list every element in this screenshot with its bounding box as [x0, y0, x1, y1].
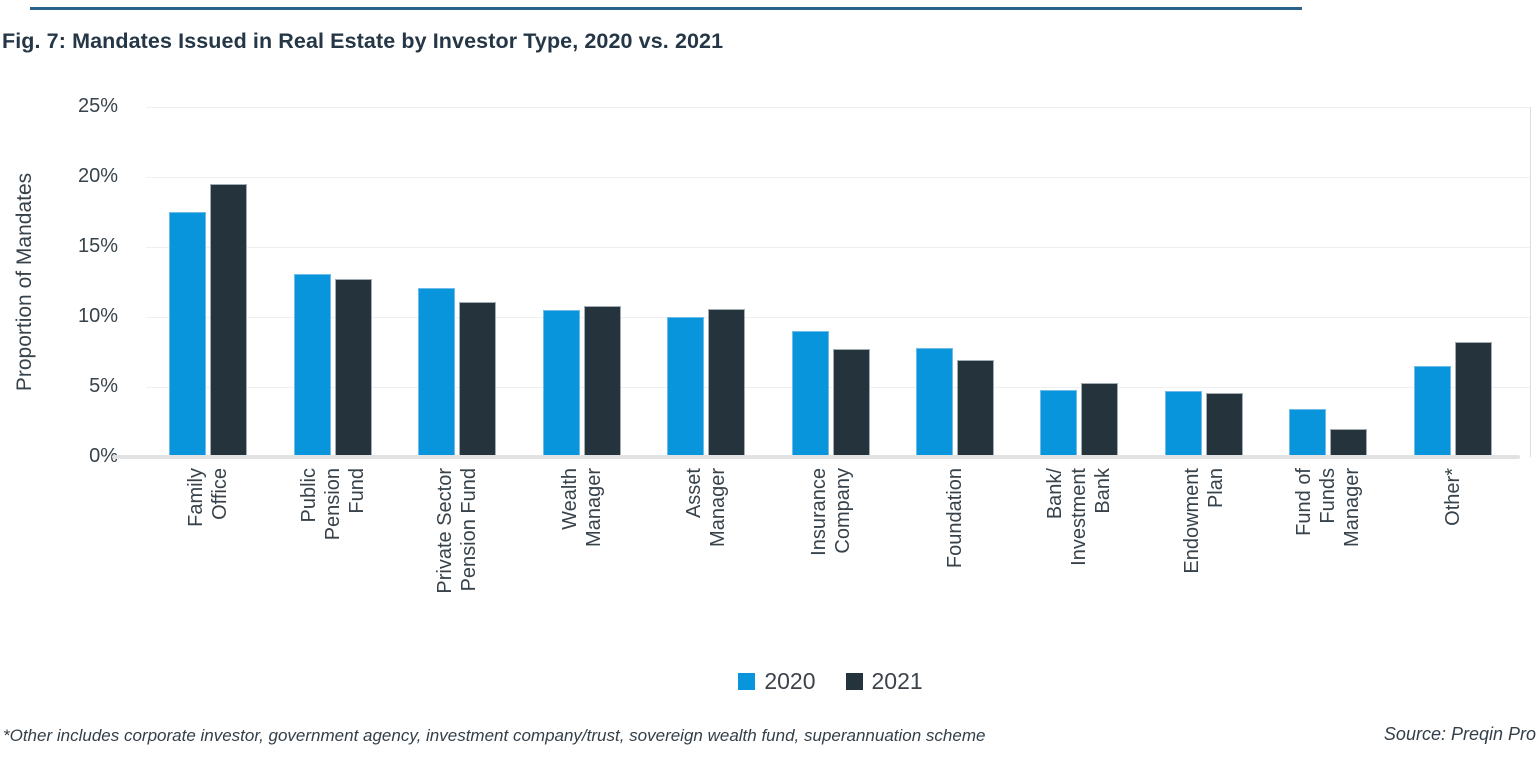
- legend-swatch-icon: [738, 672, 756, 690]
- x-category-label: Other*: [1441, 468, 1464, 526]
- x-category-label: Bank/ Investment Bank: [1044, 468, 1115, 566]
- legend-swatch-icon: [845, 672, 863, 690]
- bar-2020-public-pension-fund: [293, 273, 331, 457]
- footnote: *Other includes corporate investor, gove…: [3, 726, 986, 745]
- bar-2021-other-: [1454, 342, 1492, 457]
- x-category-label: Insurance Company: [807, 468, 854, 556]
- gridline: [146, 317, 1531, 318]
- bar-2020-foundation: [915, 347, 953, 457]
- y-tick-label: 5%: [89, 375, 118, 397]
- y-tick-label: 0%: [89, 445, 118, 467]
- figure-title: Fig. 7: Mandates Issued in Real Estate b…: [2, 29, 724, 53]
- x-category-label: Public Pension Fund: [297, 468, 368, 541]
- bar-2021-family-office: [210, 184, 248, 457]
- bar-2020-endowment-plan: [1164, 391, 1202, 457]
- gridline: [146, 247, 1531, 248]
- gridline: [146, 177, 1531, 178]
- top-accent-line: [30, 7, 1302, 10]
- x-category-label: Foundation: [943, 468, 966, 569]
- plot-right-border: [1530, 107, 1531, 457]
- x-axis-baseline: [112, 455, 1520, 459]
- legend-label: 2020: [764, 667, 816, 694]
- x-category-label: Private Sector Pension Fund: [434, 468, 481, 594]
- x-category-label: Wealth Manager: [558, 468, 605, 547]
- bar-2020-other-: [1413, 366, 1451, 457]
- bar-2021-public-pension-fund: [334, 279, 372, 457]
- gridline: [146, 107, 1531, 108]
- legend-item-2021: 2021: [845, 667, 923, 695]
- bar-2021-endowment-plan: [1205, 392, 1243, 457]
- bar-2020-fund-of-funds-manager: [1289, 409, 1327, 457]
- y-tick-label: 20%: [77, 165, 118, 187]
- bar-2021-bank-investment-bank: [1081, 382, 1119, 457]
- bar-2020-insurance-company: [791, 331, 829, 457]
- x-category-label: Endowment Plan: [1180, 468, 1227, 574]
- bar-2020-family-office: [169, 212, 207, 457]
- bar-2021-asset-manager: [708, 308, 746, 457]
- bar-2020-bank-investment-bank: [1040, 389, 1078, 457]
- bar-2021-insurance-company: [832, 349, 870, 457]
- bar-2021-foundation: [956, 360, 994, 457]
- bar-2020-wealth-manager: [542, 310, 580, 457]
- bar-2021-fund-of-funds-manager: [1330, 429, 1368, 457]
- bar-2021-private-sector-pension-fund: [459, 301, 497, 457]
- y-tick-label: 15%: [77, 235, 118, 257]
- x-category-label: Fund of Funds Manager: [1293, 468, 1364, 547]
- x-category-label: Family Office: [185, 468, 232, 527]
- source-credit: Source: Preqin Pro: [1383, 724, 1536, 744]
- legend-item-2020: 2020: [738, 667, 816, 695]
- x-category-label: Asset Manager: [683, 468, 730, 547]
- y-tick-label: 10%: [77, 305, 118, 327]
- legend-label: 2021: [871, 667, 923, 694]
- bar-2021-wealth-manager: [583, 305, 621, 457]
- bar-2020-asset-manager: [667, 317, 705, 457]
- y-tick-label: 25%: [77, 95, 118, 117]
- legend: 2020 2021: [146, 666, 1515, 696]
- bar-2020-private-sector-pension-fund: [418, 287, 456, 457]
- y-axis-title: Proportion of Mandates: [13, 172, 36, 392]
